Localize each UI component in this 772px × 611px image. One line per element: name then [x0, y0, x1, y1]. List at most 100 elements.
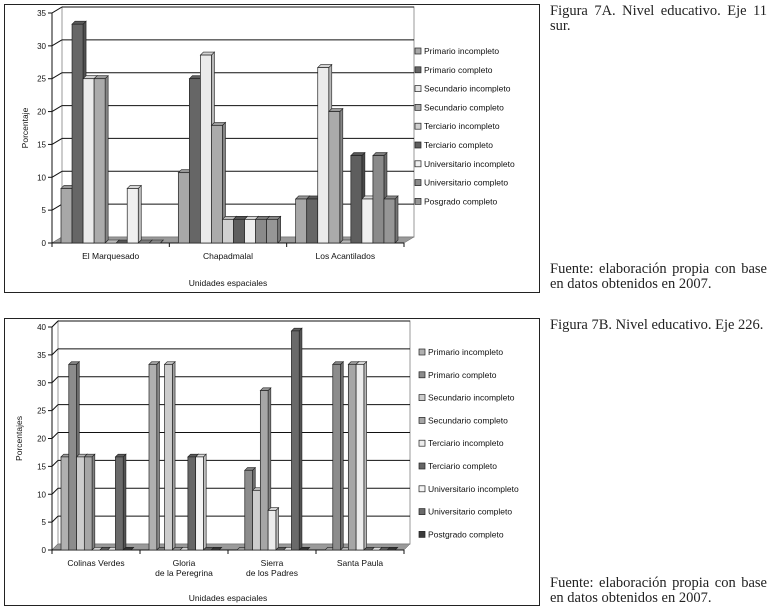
figure-7b-caption: Figura 7B. Nivel educativo. Eje 226. — [550, 317, 764, 333]
legend-item: Terciario incompleto — [418, 438, 504, 448]
y-tick-label: 25 — [37, 75, 46, 84]
legend-label: Terciario incompleto — [424, 121, 500, 131]
bar-front — [211, 125, 223, 244]
legend-item: Postgrado completo — [418, 529, 504, 539]
legend-label: Universitario incompleto — [424, 159, 515, 169]
bar-side — [298, 327, 303, 551]
y-axis-title: Porcentajes — [14, 416, 24, 461]
y-tick-label: 10 — [37, 490, 46, 499]
bar — [332, 360, 345, 551]
bar-side — [156, 360, 160, 551]
bar-side — [122, 453, 127, 551]
bar — [114, 453, 127, 551]
bar-front — [266, 218, 279, 244]
y-tick-label: 20 — [37, 435, 46, 444]
legend-swatch — [418, 462, 426, 470]
legend-item: Primario incompleto — [414, 46, 499, 56]
legend-item: Secundario incompleto — [414, 84, 511, 94]
bar-front — [177, 172, 190, 244]
x-category-label: de los Padres — [246, 568, 298, 578]
y-tick-label: 30 — [37, 379, 46, 388]
gridline-diag — [51, 39, 63, 47]
y-tick-label: 15 — [37, 462, 46, 471]
y-tick-label: 0 — [42, 546, 47, 555]
bar-front — [252, 489, 261, 551]
gridline-diag — [51, 137, 63, 145]
bar — [386, 546, 399, 551]
legend-item: Universitario incompleto — [418, 484, 519, 494]
bar-front — [164, 364, 173, 551]
x-axis-title: Unidades espaciales — [189, 278, 267, 288]
bar-front — [347, 364, 357, 551]
legend-label: Posgrado completo — [424, 196, 498, 206]
bar — [126, 184, 142, 244]
bar-front — [295, 198, 308, 244]
x-category-label: Santa Paula — [337, 558, 384, 568]
legend: Primario incompleto Primario completo Secu… — [414, 46, 515, 206]
bar-side — [339, 107, 344, 244]
y-tick-label: 25 — [37, 407, 46, 416]
bar-front — [372, 155, 385, 244]
bar-front — [60, 188, 73, 244]
bar-front — [233, 218, 245, 244]
bar-front — [222, 218, 234, 244]
bar — [265, 215, 282, 244]
legend-swatch — [414, 179, 422, 186]
bar-front — [306, 198, 319, 244]
bar-front — [383, 198, 396, 244]
legend-item: Primario completo — [418, 370, 497, 380]
gridline-diag — [51, 487, 59, 495]
legend-item: Primario completo — [414, 65, 493, 75]
legend-swatch — [418, 348, 426, 356]
bar — [122, 546, 135, 551]
x-category-label: Gloria — [173, 558, 196, 568]
gridline-diag — [51, 105, 63, 113]
bar-side — [363, 360, 367, 551]
bar-side — [137, 184, 142, 244]
bar — [93, 74, 109, 244]
gridline-diag — [51, 170, 63, 178]
bar-front — [317, 67, 330, 244]
bar — [290, 327, 303, 551]
x-category-label: Colinas Verdes — [67, 558, 124, 568]
bar-side — [277, 215, 281, 244]
x-category-label: Chapadmalal — [203, 251, 253, 261]
legend-swatch — [414, 66, 422, 74]
gridline-diag — [51, 515, 59, 523]
bar-front — [189, 78, 201, 244]
x-category-label: Sierra — [261, 558, 284, 568]
legend-label: Terciario completo — [424, 140, 493, 150]
legend-label: Secundario incompleto — [424, 84, 511, 94]
bar-front — [332, 364, 341, 551]
legend-label: Terciario incompleto — [428, 438, 504, 448]
bar — [148, 360, 161, 551]
bar-side — [275, 506, 279, 551]
bar-front — [71, 23, 84, 244]
bar — [210, 121, 227, 244]
bar-front — [115, 456, 124, 551]
bar-top — [298, 546, 311, 551]
legend-item: Secundario completo — [414, 102, 504, 112]
legend-swatch — [414, 198, 422, 205]
bar-front — [83, 456, 93, 551]
legend-item: Terciario incompleto — [414, 121, 500, 131]
legend-label: Primario incompleto — [424, 46, 499, 56]
bar-front — [355, 364, 365, 551]
bar-front — [148, 364, 158, 551]
gridline-diag — [51, 460, 59, 467]
bar-side — [394, 195, 399, 244]
bar-top — [122, 546, 135, 551]
legend-item: Secundario incompleto — [418, 393, 515, 403]
legend-item: Universitario completo — [418, 507, 512, 517]
bar-front — [82, 78, 95, 244]
bar — [148, 239, 165, 244]
bar — [210, 546, 223, 551]
y-axis-title: Porcentaje — [20, 107, 30, 148]
bar-front — [200, 54, 212, 244]
legend-item: Universitario incompleto — [414, 159, 515, 169]
legend-swatch — [418, 371, 426, 379]
bar-top — [386, 546, 399, 551]
legend-swatch — [418, 394, 426, 401]
y-tick-label: 35 — [37, 9, 46, 18]
